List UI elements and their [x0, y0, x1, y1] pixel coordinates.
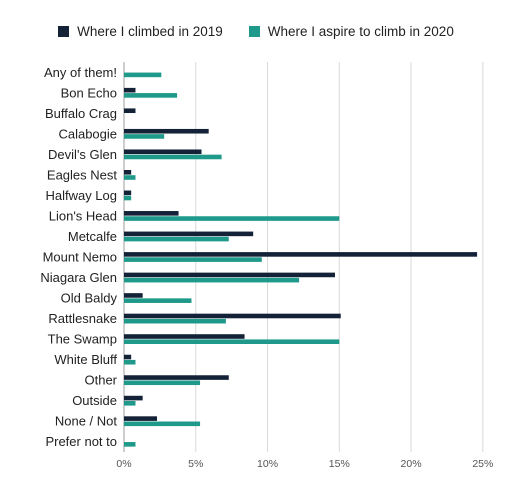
category-label: Rattlesnake: [48, 311, 117, 326]
legend-swatch-2019: [58, 26, 70, 37]
bar-2019: [124, 354, 132, 360]
x-tick-label: 15%: [329, 458, 350, 470]
category-label: Buffalo Crag: [45, 106, 117, 121]
bar-2019: [124, 375, 229, 380]
bar-2019: [124, 231, 254, 237]
bar-2020: [124, 195, 132, 201]
bar-2020: [124, 134, 165, 139]
bar-2019: [124, 149, 202, 155]
category-label: Devil's Glen: [48, 147, 117, 162]
category-label: Any of them!: [44, 65, 117, 80]
category-label: Other: [84, 373, 117, 388]
bar-2019: [124, 190, 132, 196]
category-label: Old Baldy: [61, 291, 118, 306]
bar-2019: [124, 334, 245, 339]
bar-2020: [124, 318, 226, 324]
bar-2019: [124, 272, 335, 278]
category-label: White Bluff: [54, 352, 117, 367]
category-label: Prefer not to: [45, 434, 117, 449]
bar-2020: [124, 72, 162, 78]
category-label: Halfway Log: [45, 188, 117, 203]
x-tick-label: 0%: [116, 458, 131, 470]
category-label: Niagara Glen: [40, 270, 117, 285]
category-label: Metcalfe: [68, 229, 117, 244]
bar-2020: [124, 257, 262, 262]
bar-2020: [124, 93, 178, 98]
bar-2019: [124, 211, 179, 216]
bar-2019: [124, 313, 341, 319]
x-tick-label: 10%: [257, 458, 278, 470]
legend-swatch-2020: [248, 26, 260, 37]
category-label: Bon Echo: [61, 85, 117, 100]
bar-2020: [124, 400, 136, 406]
category-label: Calabogie: [58, 126, 117, 141]
bar-2020: [124, 216, 340, 221]
bar-2019: [124, 395, 143, 401]
bar-2019: [124, 87, 136, 93]
bar-2019: [124, 252, 478, 257]
bar-2019: [124, 169, 132, 175]
bar-2020: [124, 339, 340, 345]
x-tick-label: 25%: [472, 458, 493, 470]
bar-2020: [124, 298, 192, 303]
bar-2020: [124, 359, 136, 365]
bar-2020: [124, 277, 300, 283]
bar-2020: [124, 154, 222, 160]
bar-2020: [124, 380, 201, 386]
category-label: Mount Nemo: [43, 250, 117, 265]
bar-2019: [124, 416, 158, 421]
legend-label-2019: Where I climbed in 2019: [77, 24, 223, 39]
category-label: Outside: [72, 393, 117, 408]
bar-2019: [124, 128, 209, 134]
bar-2020: [124, 421, 201, 427]
legend-item-2019: Where I climbed in 2019: [58, 24, 223, 39]
x-tick-label: 20%: [401, 458, 422, 470]
category-label: Lion's Head: [49, 208, 117, 223]
legend-item-2020: Where I aspire to climb in 2020: [248, 24, 454, 39]
chart-legend: Where I climbed in 2019 Where I aspire t…: [0, 24, 512, 39]
category-label: Eagles Nest: [47, 167, 117, 182]
bar-2020: [124, 236, 229, 242]
x-tick-label: 5%: [188, 458, 203, 470]
bar-2020: [124, 442, 136, 447]
bar-2019: [124, 293, 143, 298]
bar-2019: [124, 108, 136, 114]
bar-2020: [124, 175, 136, 180]
category-label: None / Not: [55, 414, 118, 429]
category-label: The Swamp: [48, 332, 117, 347]
legend-label-2020: Where I aspire to climb in 2020: [267, 24, 454, 39]
